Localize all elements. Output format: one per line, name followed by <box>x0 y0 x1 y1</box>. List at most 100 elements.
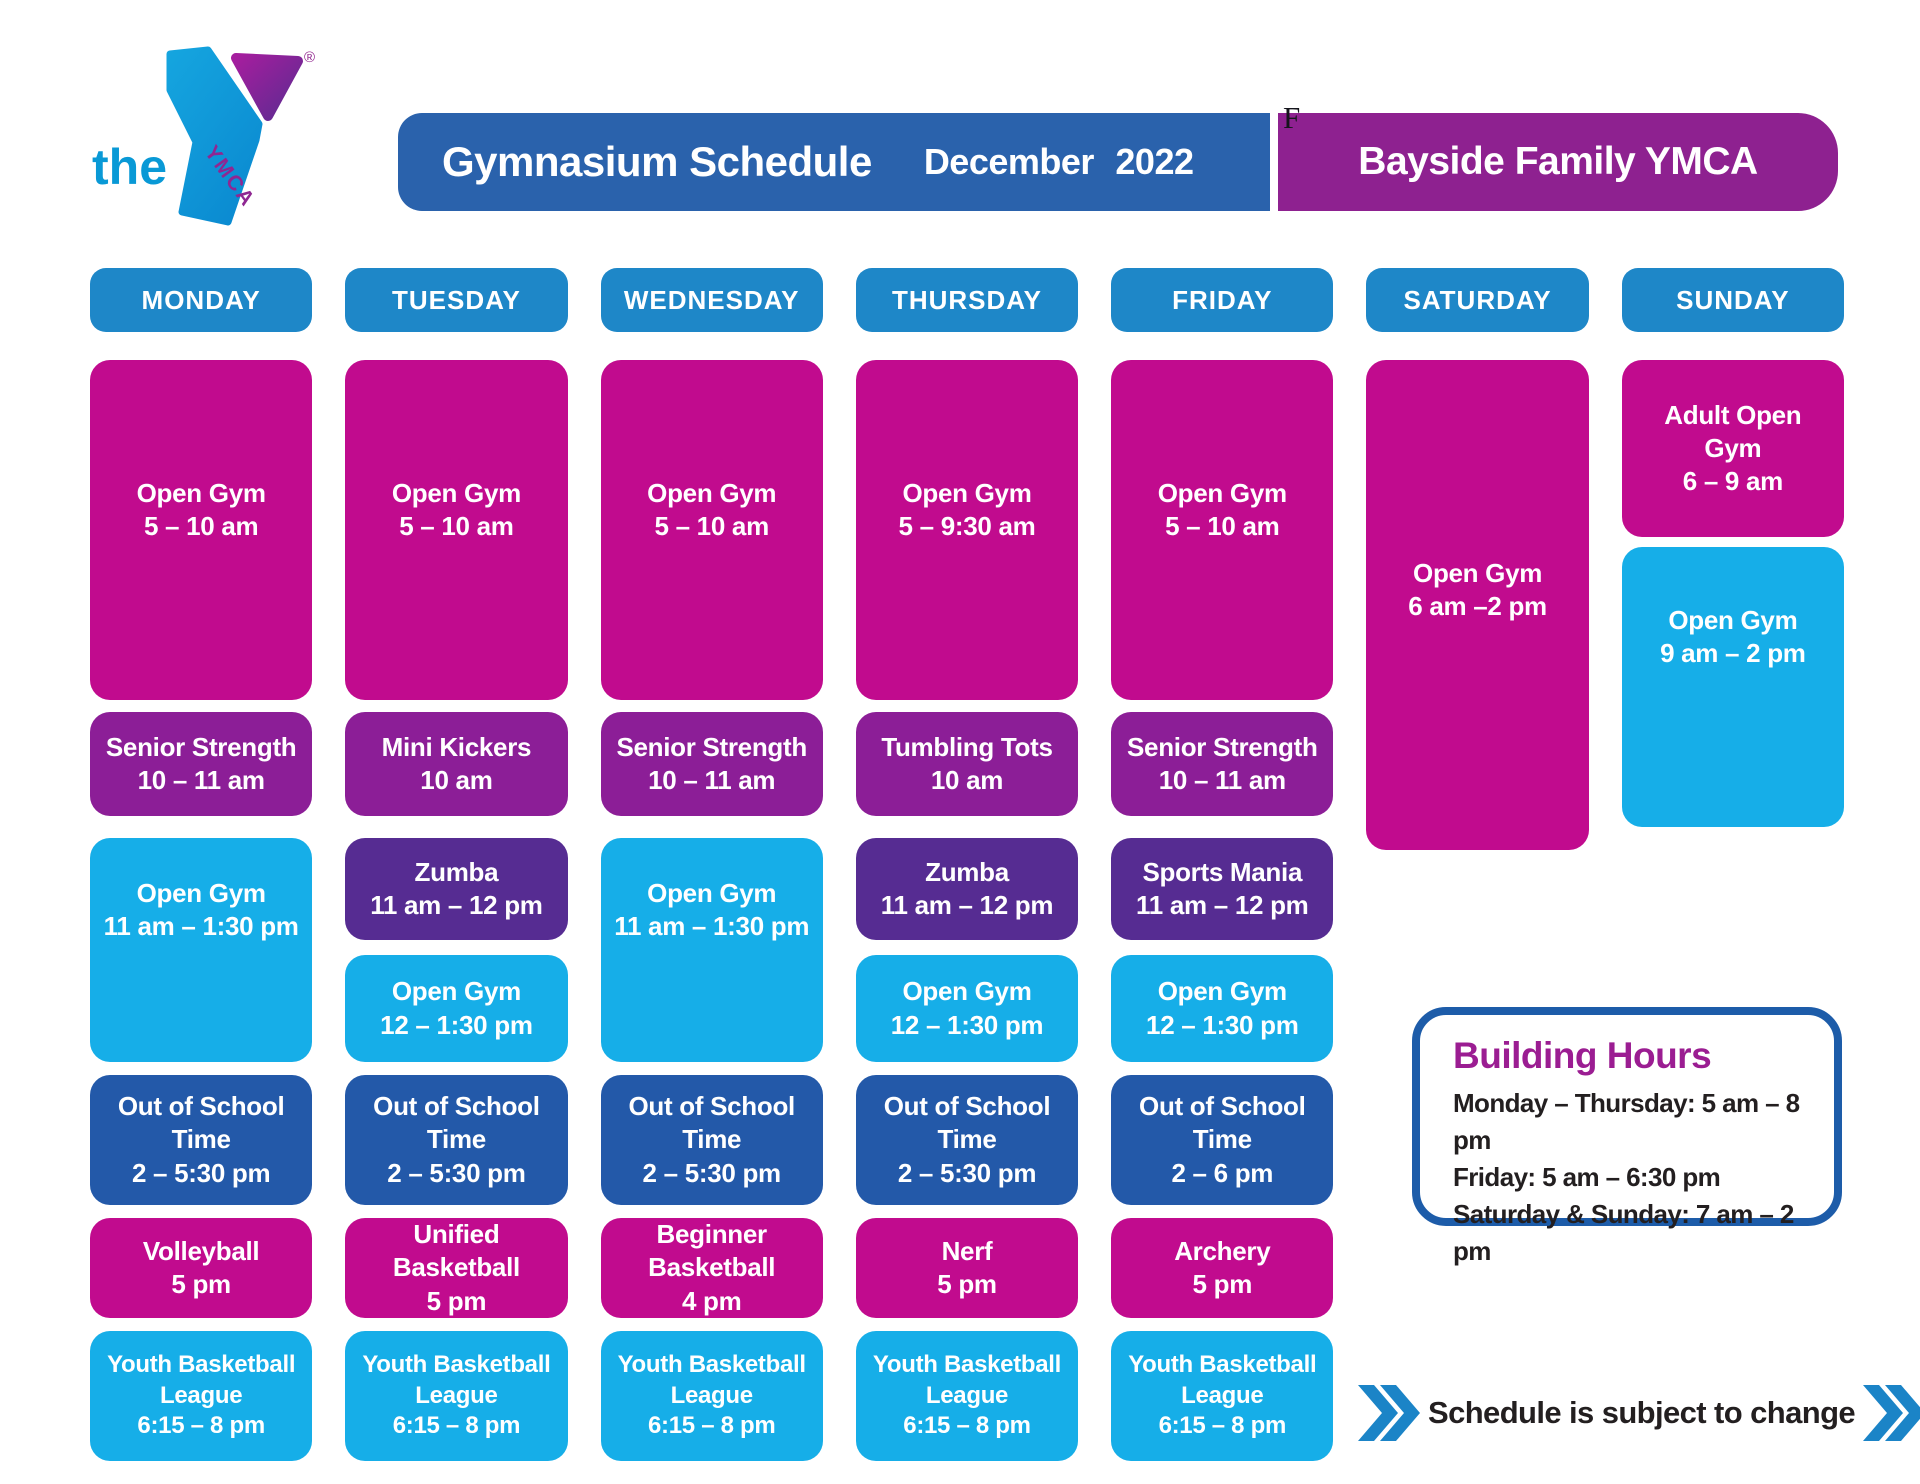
event-block-tuesday-unified: Unified Basketball 5 pm <box>345 1218 568 1318</box>
event-block-friday-sports-mania: Sports Mania 11 am – 12 pm <box>1111 838 1334 940</box>
event-block-tuesday-out-of-school: Out of School Time 2 – 5:30 pm <box>345 1075 568 1205</box>
event-block-line: 12 – 1:30 pm <box>890 1009 1044 1040</box>
event-block-thursday-open-gym: Open Gym 5 – 9:30 am <box>855 360 1079 700</box>
event-block-line: Open Gym <box>1668 604 1798 635</box>
schedule-column-friday: FRIDAY Open Gym 5 – 10 am Senior Strength 10… <box>1111 268 1334 1461</box>
day-header-thursday: THURSDAY <box>855 268 1079 332</box>
event-block-line: League <box>415 1381 498 1409</box>
event-block-line: League <box>160 1381 243 1409</box>
logo-registered-mark: ® <box>304 49 315 66</box>
event-block-line: Basketball <box>392 1252 520 1283</box>
event-block-line: 6:15 – 8 pm <box>392 1412 521 1440</box>
event-block-line: 2 – 5:30 pm <box>897 1157 1037 1188</box>
event-block-monday-volleyball: Volleyball 5 pm <box>90 1218 313 1318</box>
facility-name: Bayside Family YMCA <box>1358 140 1758 183</box>
schedule-column-sunday: SUNDAY Adult Open Gym 6 – 9 am Open Gym 9 am … <box>1621 268 1844 1461</box>
event-block-thursday-out-of-school: Out of School Time 2 – 5:30 pm <box>855 1075 1079 1205</box>
double-chevron-left-icon <box>1358 1385 1420 1441</box>
event-block-friday-out-of-school: Out of School Time 2 – 6 pm <box>1111 1075 1334 1205</box>
event-block-line: 10 – 11 am <box>1158 765 1286 795</box>
event-block-tuesday-open-gym: Open Gym 5 – 10 am <box>345 360 568 700</box>
event-block-sunday-adult-open: Adult Open Gym 6 – 9 am <box>1621 360 1844 537</box>
event-block-line: 6:15 – 8 pm <box>647 1412 776 1440</box>
event-block-line: Senior Strength <box>616 731 807 762</box>
event-block-line: Time <box>937 1124 997 1155</box>
event-block-line: Zumba <box>925 856 1009 887</box>
day-header-saturday: SATURDAY <box>1366 268 1589 332</box>
event-block-line: Out of School <box>628 1091 795 1122</box>
event-block-monday-open-gym: Open Gym 5 – 10 am <box>90 360 313 700</box>
event-block-line: Unified <box>413 1219 500 1250</box>
event-block-line: Adult Open <box>1664 399 1802 430</box>
event-block-line: 2 – 6 pm <box>1171 1157 1274 1188</box>
event-block-line: League <box>925 1381 1009 1409</box>
event-block-line: Open Gym <box>1413 557 1543 588</box>
event-block-line: Open Gym <box>391 976 521 1007</box>
schedule-note-text: Schedule is subject to change <box>1428 1395 1856 1430</box>
event-block-line: 11 am – 12 pm <box>370 890 543 920</box>
event-block-line: 12 – 1:30 pm <box>380 1009 533 1040</box>
event-block-thursday-youth-basketball: Youth Basketball League 6:15 – 8 pm <box>855 1331 1079 1461</box>
event-block-line: 2 – 5:30 pm <box>642 1157 782 1188</box>
event-block-monday-out-of-school: Out of School Time 2 – 5:30 pm <box>90 1075 313 1205</box>
day-header-tuesday: TUESDAY <box>345 268 568 332</box>
event-block-wednesday-youth-basketball: Youth Basketball League 6:15 – 8 pm <box>600 1331 823 1461</box>
event-block-line: Youth Basketball <box>872 1351 1062 1379</box>
event-block-line: Senior Strength <box>105 731 297 762</box>
event-block-saturday-open-gym: Open Gym 6 am –2 pm <box>1366 360 1589 850</box>
event-block-line: 11 am – 12 pm <box>880 890 1054 920</box>
event-block-wednesday-out-of-school: Out of School Time 2 – 5:30 pm <box>600 1075 823 1205</box>
event-block-tuesday-mini-kickers: Mini Kickers 10 am <box>345 712 568 816</box>
double-chevron-right-icon <box>1863 1385 1920 1441</box>
schedule-column-tuesday: TUESDAY Open Gym 5 – 10 am Mini Kickers 10 a… <box>345 268 568 1461</box>
event-block-line: 5 – 10 am <box>1165 511 1280 541</box>
event-block-tuesday-open-gym: Open Gym 12 – 1:30 pm <box>345 955 568 1062</box>
event-block-line: 10 am <box>420 765 493 795</box>
event-block-line: 10 – 11 am <box>648 765 776 795</box>
event-block-line: 5 pm <box>171 1269 231 1299</box>
event-block-line: Open Gym <box>391 477 521 508</box>
event-block-line: 11 am – 12 pm <box>1136 890 1309 920</box>
page-title: Gymnasium Schedule <box>442 138 872 185</box>
event-block-line: Open Gym <box>136 877 266 908</box>
event-block-line: 5 – 10 am <box>143 511 259 541</box>
event-block-line: 11 am – 1:30 pm <box>103 911 299 941</box>
event-block-line: Out of School <box>373 1091 540 1122</box>
event-block-line: Time <box>171 1124 231 1155</box>
building-hours-box: Building Hours Monday – Thursday: 5 am –… <box>1412 1007 1842 1266</box>
event-block-wednesday-senior-strength: Senior Strength 10 – 11 am <box>600 712 823 816</box>
building-hours-line-weekend: Saturday & Sunday: 7 am – 2 pm <box>1453 1199 1794 1266</box>
event-block-line: 5 – 10 am <box>399 511 514 541</box>
building-hours-title: Building Hours <box>1453 1035 1712 1076</box>
event-block-line: Open Gym <box>647 877 777 908</box>
event-block-line: League <box>670 1381 754 1409</box>
event-block-line: Gym <box>1704 432 1762 463</box>
event-block-line: 2 – 5:30 pm <box>131 1157 271 1188</box>
schedule-column-thursday: THURSDAY Open Gym 5 – 9:30 am Tumbling Tots… <box>855 268 1079 1461</box>
event-block-tuesday-youth-basketball: Youth Basketball League 6:15 – 8 pm <box>345 1331 568 1461</box>
event-block-line: Out of School <box>1139 1091 1306 1122</box>
event-block-line: Nerf <box>941 1235 993 1266</box>
event-block-line: Open Gym <box>1157 477 1287 508</box>
logo-triangle-icon <box>231 53 303 121</box>
event-block-line: Time <box>1192 1124 1252 1155</box>
event-block-line: 9 am – 2 pm <box>1660 638 1806 668</box>
event-block-line: Mini Kickers <box>381 731 532 762</box>
day-header-friday: FRIDAY <box>1111 268 1334 332</box>
event-block-friday-open-gym: Open Gym 12 – 1:30 pm <box>1111 955 1334 1062</box>
event-block-line: Zumba <box>414 856 499 887</box>
event-block-line: Out of School <box>117 1091 285 1122</box>
event-block-line: 4 pm <box>681 1285 742 1316</box>
event-block-line: 5 – 10 am <box>654 511 770 541</box>
event-block-line: Open Gym <box>902 477 1032 508</box>
ymca-logo: the ® YMCA <box>92 46 315 226</box>
schedule-column-wednesday: WEDNESDAY Open Gym 5 – 10 am Senior Strengt… <box>600 268 823 1461</box>
schedule-column-monday: MONDAY Open Gym 5 – 10 am Senior Strength 10… <box>90 268 313 1461</box>
event-block-line: 10 – 11 am <box>137 765 265 795</box>
event-block-line: Time <box>426 1124 486 1155</box>
event-block-line: Basketball <box>648 1252 776 1283</box>
event-block-line: 11 am – 1:30 pm <box>614 911 810 941</box>
event-block-line: 6 – 9 am <box>1682 466 1784 496</box>
event-block-monday-open-gym: Open Gym 11 am – 1:30 pm <box>90 838 313 1062</box>
event-block-sunday-open-gym: Open Gym 9 am – 2 pm <box>1621 547 1844 827</box>
